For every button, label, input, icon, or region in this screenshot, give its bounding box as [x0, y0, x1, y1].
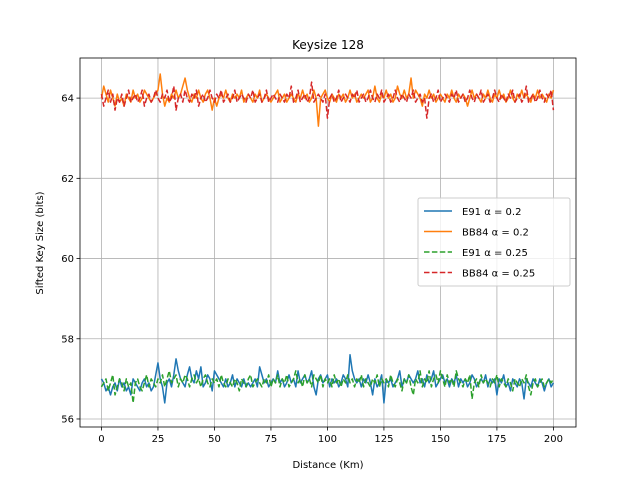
x-tick-label: 175: [487, 434, 506, 445]
series-line-3: [100, 370, 555, 404]
x-axis-label: Distance (Km): [292, 460, 363, 471]
x-tick-label: 0: [98, 434, 104, 445]
x-tick-label: 150: [431, 434, 450, 445]
series-line-4: [100, 81, 555, 119]
y-tick-label: 62: [61, 174, 74, 185]
legend: E91 α = 0.2 BB84 α = 0.2 E91 α = 0.25 BB84 …: [417, 197, 571, 287]
legend-label-4: BB84 α = 0.25: [462, 269, 535, 280]
x-tick-label: 125: [374, 434, 393, 445]
x-tick-label: 200: [544, 434, 563, 445]
y-axis-ticks: 56 58 60 62 64: [61, 94, 80, 425]
x-tick-label: 75: [265, 434, 278, 445]
legend-label-2: BB84 α = 0.2: [462, 228, 529, 239]
legend-label-3: E91 α = 0.25: [462, 248, 528, 259]
y-tick-label: 60: [61, 254, 74, 265]
y-tick-label: 58: [61, 334, 74, 345]
x-axis-ticks: 0 25 50 75 100 125 150 175 200: [98, 427, 563, 445]
y-tick-label: 64: [61, 94, 74, 105]
legend-label-1: E91 α = 0.2: [462, 207, 521, 218]
plot-frame: [79, 57, 577, 428]
legend-box: [417, 197, 571, 287]
chart-title: Keysize 128: [292, 38, 364, 52]
series-layer: [100, 73, 555, 404]
x-tick-label: 50: [208, 434, 221, 445]
y-tick-label: 56: [61, 414, 74, 425]
y-axis-label: Sifted Key Size (bits): [35, 191, 46, 294]
x-tick-label: 100: [318, 434, 337, 445]
x-tick-label: 25: [152, 434, 165, 445]
